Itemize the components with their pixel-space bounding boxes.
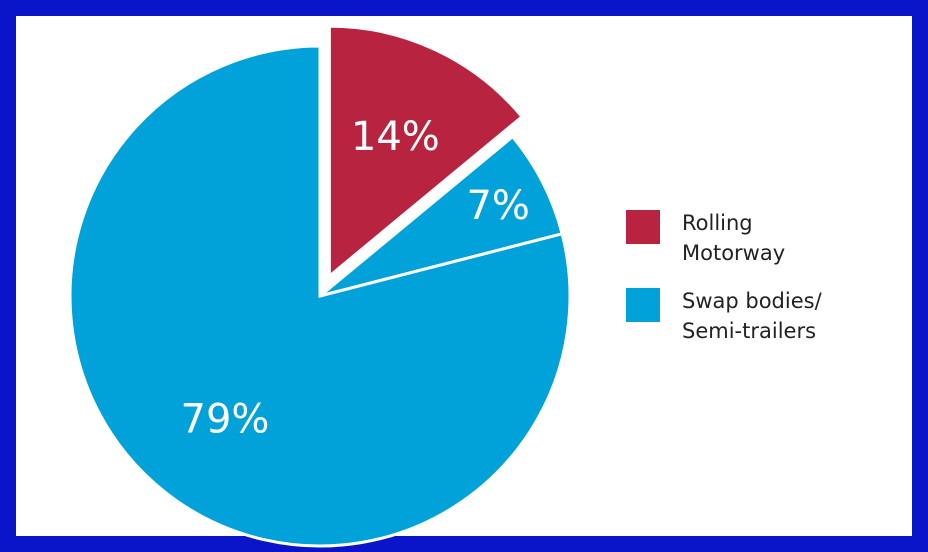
legend-label-0-line-0: Rolling (682, 211, 753, 235)
legend-swatch-1 (626, 288, 660, 322)
slice-label-7: 7% (466, 183, 529, 229)
legend-swatch-0 (626, 210, 660, 244)
pie-slice-7 (319, 134, 564, 298)
slice-label-14: 14% (351, 114, 440, 160)
legend-label-1-line-1: Semi-trailers (682, 319, 816, 343)
legend-label-1-line-0: Swap bodies/ (682, 289, 823, 313)
pie-slice-79 (68, 44, 572, 548)
legend-label-0-line-1: Motorway (682, 241, 785, 265)
pie-slice-14 (327, 24, 525, 280)
slice-label-79: 79% (181, 396, 270, 442)
